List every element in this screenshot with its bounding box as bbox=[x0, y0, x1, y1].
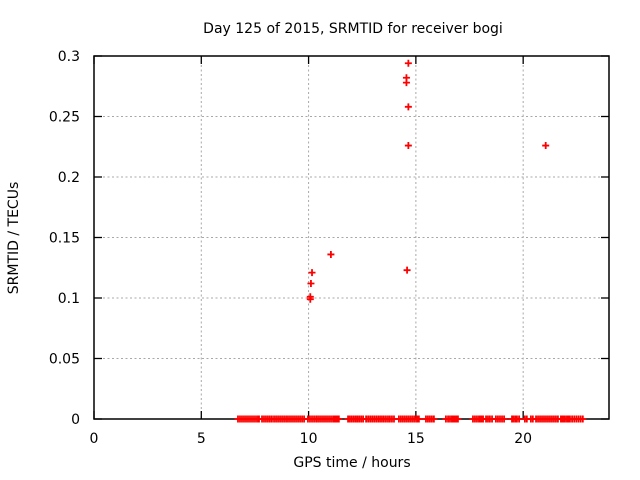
data-point-marker bbox=[404, 142, 412, 150]
x-tick-label: 10 bbox=[300, 431, 318, 447]
data-point-marker bbox=[308, 269, 316, 277]
baseline-point-marker bbox=[430, 415, 438, 423]
data-point-marker bbox=[404, 59, 412, 67]
y-tick-label: 0.05 bbox=[49, 352, 80, 368]
data-point-marker bbox=[307, 279, 315, 287]
x-tick-label: 20 bbox=[514, 431, 532, 447]
baseline-point-marker bbox=[335, 415, 343, 423]
y-tick-label: 0.1 bbox=[58, 291, 80, 307]
plot-area: 0 5 10 15 20 0 0.05 0.1 0.15 0.2 0.25 0.3 bbox=[49, 49, 610, 447]
y-tick-label: 0 bbox=[71, 412, 80, 428]
data-point-marker bbox=[403, 266, 411, 274]
baseline-point-marker bbox=[579, 415, 587, 423]
baseline-point-marker bbox=[500, 415, 508, 423]
x-tick-label: 5 bbox=[197, 431, 206, 447]
y-tick-label: 0.25 bbox=[49, 110, 80, 126]
data-point-marker bbox=[402, 74, 410, 82]
baseline-point-marker bbox=[415, 415, 423, 423]
y-tick-label: 0.2 bbox=[58, 170, 80, 186]
y-axis-label: SRMTID / TECUs bbox=[6, 182, 22, 295]
data-point-marker bbox=[404, 103, 412, 111]
y-tick-label: 0.3 bbox=[58, 49, 80, 65]
x-tick-label: 15 bbox=[407, 431, 425, 447]
chart-title: Day 125 of 2015, SRMTID for receiver bog… bbox=[203, 21, 503, 37]
data-point-marker bbox=[542, 142, 550, 150]
baseline-point-marker bbox=[454, 415, 462, 423]
x-axis-label: GPS time / hours bbox=[293, 455, 410, 471]
data-point-marker bbox=[306, 293, 314, 301]
y-tick-label: 0.15 bbox=[49, 231, 80, 247]
x-tick-label: 0 bbox=[90, 431, 99, 447]
data-point-marker bbox=[327, 250, 335, 258]
